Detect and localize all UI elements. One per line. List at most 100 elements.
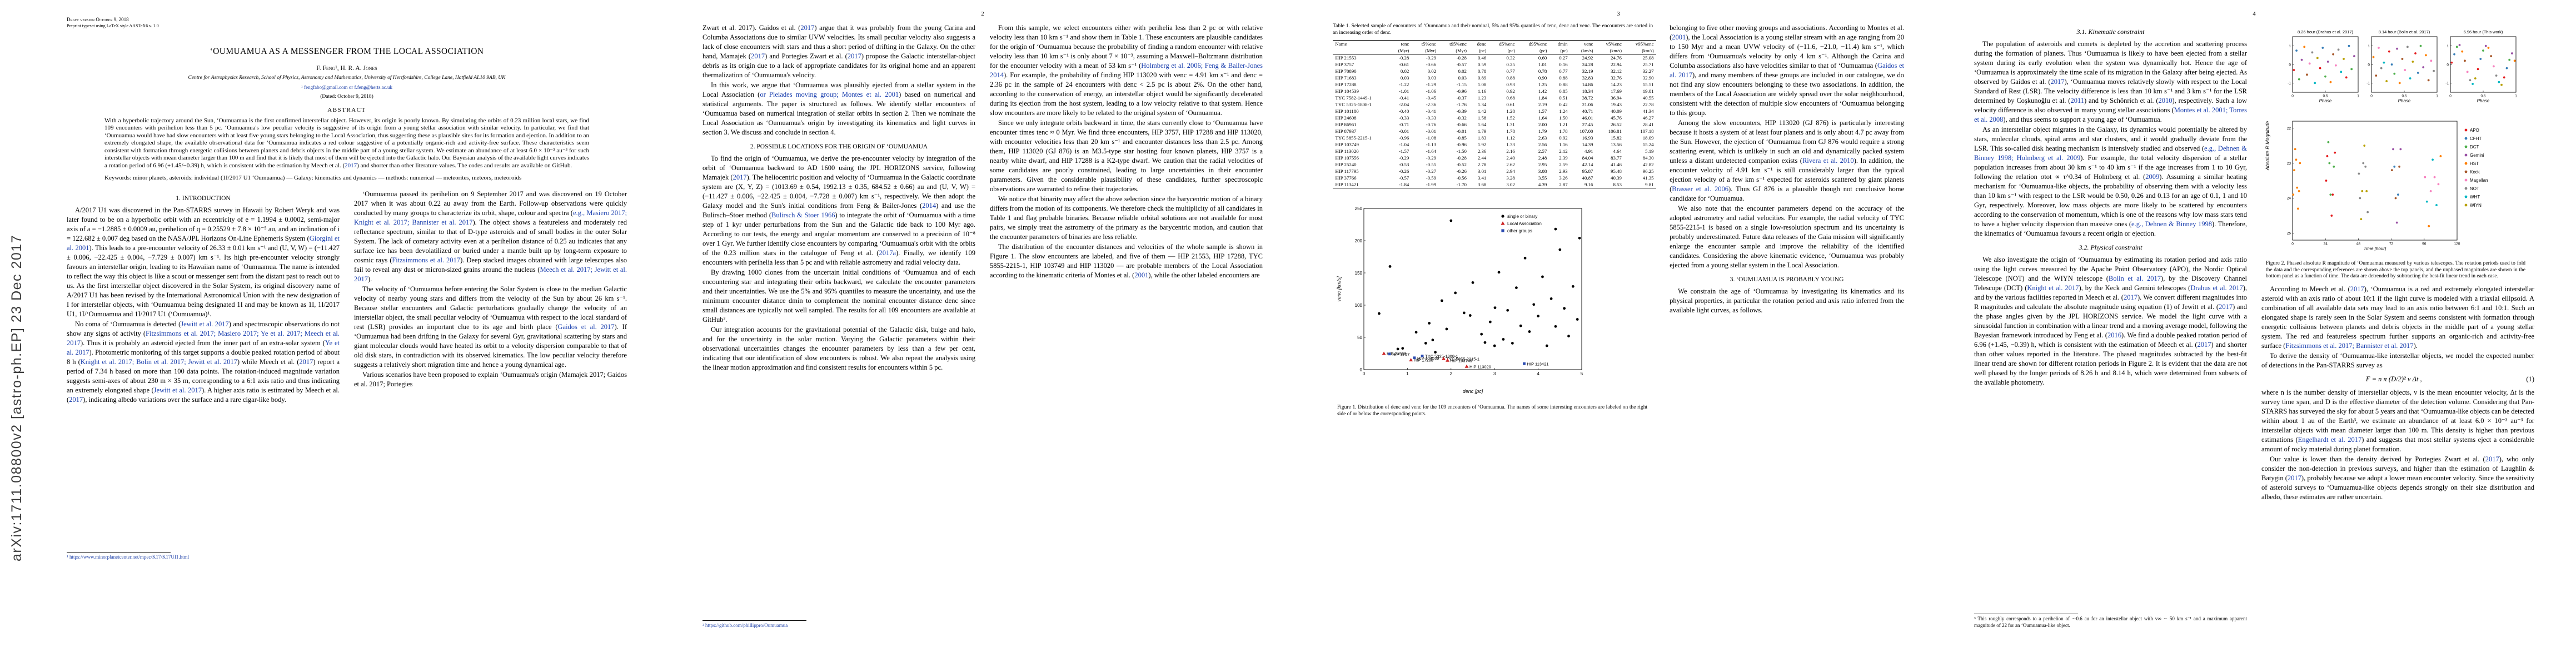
citation-link[interactable]: 2009	[2145, 173, 2160, 181]
citation-link[interactable]: Holmberg et al. 2006; Feng & Bailer-Jone…	[990, 62, 1263, 79]
citation-link[interactable]: or Pleiades moving group; Montes et al. …	[760, 91, 899, 98]
value-cell: 2.40	[1506, 155, 1515, 161]
star-name-cell: HIP 113020	[1335, 148, 1359, 154]
citation-link[interactable]: 2017	[800, 24, 815, 32]
citation-link[interactable]: Giorgini et al. 2001	[67, 235, 340, 252]
paragraph: To find the origin of ‘Oumuamua, we deri…	[702, 155, 976, 266]
svg-text:0: 0	[2368, 63, 2370, 67]
citation-link[interactable]: 2017	[2485, 455, 2499, 463]
svg-text:CFHT: CFHT	[2470, 136, 2482, 141]
citation-link[interactable]: Bolin et al. 2017	[2108, 275, 2161, 282]
svg-text:Magellan: Magellan	[2470, 178, 2488, 183]
paragraph: From this sample, we select encounters e…	[990, 24, 1263, 117]
citation-link[interactable]: 2017	[2050, 78, 2065, 86]
value-cell: 2.95	[1538, 161, 1547, 167]
svg-text:6.96 hour (This work): 6.96 hour (This work)	[2464, 29, 2503, 34]
citation-link[interactable]: 2017	[299, 358, 313, 366]
value-cell: 14.23	[1611, 81, 1622, 87]
citation-link[interactable]: e.g., Dehnen & Binney 1998	[2131, 220, 2212, 228]
citation-link[interactable]: 2011	[2070, 97, 2085, 104]
value-cell: 46.01	[1582, 115, 1593, 121]
value-cell: 95.48	[1611, 168, 1622, 174]
value-cell: 32.83	[1582, 74, 1593, 81]
page1-column-right: ‘Oumuamua passed its perihelion on 9 Sep…	[354, 190, 627, 561]
value-cell: 1.21	[1559, 121, 1568, 127]
citation-link[interactable]: 2017	[345, 162, 357, 170]
citation-link[interactable]: 2014	[922, 202, 936, 210]
citation-link[interactable]: Fitzsimmons et al. 2017	[392, 256, 461, 265]
citation-link[interactable]: Gaidos et al. 2017	[1670, 62, 1904, 79]
page4-columns: 3.1. Kinematic constraint The population…	[1943, 23, 2565, 629]
citation-link[interactable]: 2001	[1134, 271, 1149, 279]
footnote-rule	[702, 620, 806, 621]
value-cell: -0.96	[1398, 135, 1409, 141]
table-row: HIP 70890 0.02 0.02 0.02 0.78 0.77 0.78 0.77 32.…	[1333, 68, 1656, 74]
citation-link[interactable]: Meech et al. 2017; Jewitt et al. 2017	[354, 266, 627, 283]
citation-link[interactable]: Knight et al. 2017; Bolin et al. 2017; J…	[80, 358, 237, 366]
footnote-mpec-link[interactable]: ¹ https://www.minorplanetcenter.net/mpec…	[67, 554, 190, 560]
value-cell: 0.89	[1477, 74, 1487, 81]
citation-link[interactable]: 2017	[2123, 293, 2137, 301]
citation-link[interactable]: e.g., Dehnen & Binney 1998; Holmberg et …	[1974, 145, 2247, 162]
citation-link[interactable]: Brasser et al. 2006	[1672, 185, 1729, 193]
citation-link[interactable]: Gaidos et al. 2017	[557, 323, 615, 331]
value-cell: 84.04	[1582, 155, 1593, 161]
value-cell: 9.81	[1645, 181, 1654, 187]
latex-style-line: Preprint typeset using LaTeX style AASTe…	[67, 23, 159, 28]
value-cell: -0.41	[1398, 94, 1409, 101]
page-number: 3	[1617, 11, 1620, 17]
citation-link[interactable]: e.g., Masiero 2017; Knight et al. 2017; …	[354, 209, 627, 227]
footnote-github-link[interactable]: ² https://github.com/phillippro/Oumuamua	[702, 622, 788, 628]
citation-link[interactable]: 2010	[2158, 97, 2173, 104]
citation-link[interactable]: 2017	[751, 52, 765, 60]
citation-link[interactable]: Engelhardt et al. 2017	[2298, 435, 2362, 444]
citation-link[interactable]: Drahus et al. 2017	[2190, 284, 2243, 292]
svg-text:Phase: Phase	[2319, 98, 2332, 103]
citation-link[interactable]: Fitzsimmons et al. 2017; Bannister et al…	[2285, 341, 2414, 350]
page-number: 2	[981, 11, 984, 17]
citation-link[interactable]: Bulirsch & Stoer 1966	[771, 211, 835, 219]
citation-link[interactable]: Knight et al. 2017	[2027, 284, 2079, 292]
citation-link[interactable]: 2017	[2197, 341, 2211, 349]
value-cell: 1.28	[1506, 108, 1515, 114]
value-cell: 18.09	[1642, 135, 1654, 141]
citation-link[interactable]: 2017	[733, 173, 747, 181]
encounter-table: Name tenc t5%enc t95%enc denc d5%enc d95%enc dm…	[1333, 40, 1657, 188]
value-cell: -1.29	[1426, 81, 1437, 87]
author-email[interactable]: ¹ fengfabo@gmail.com or f.feng@herts.ac.…	[301, 84, 392, 90]
citation-link[interactable]: Rivera et al. 2010	[1802, 157, 1854, 165]
value-cell: 1.42	[1477, 108, 1487, 114]
axes: 0 0.5 1 -1 0 1	[2445, 36, 2517, 98]
citation-link[interactable]: 2017	[69, 396, 83, 404]
paragraph: where n is the number density of interst…	[2261, 388, 2535, 453]
citation-link[interactable]: 2017a	[879, 249, 896, 257]
value-cell: 1.25	[1538, 81, 1547, 87]
table-and-figure-column: Table 1. Selected sample of encounters o…	[1333, 23, 1657, 629]
paragraph: The distribution of the encounter distan…	[990, 243, 1263, 279]
citation-link[interactable]: Ye et al. 2017	[67, 339, 340, 357]
citation-link[interactable]: 2017	[2287, 474, 2301, 482]
page2-columns: Zwart et al. 2017). Gaidos et al. (2017)…	[671, 23, 1294, 629]
star-name-cell: HIP 86961	[1335, 121, 1357, 127]
svg-text:denc [pc]: denc [pc]	[1463, 389, 1483, 394]
value-cell: -0.57	[1398, 175, 1409, 181]
paragraph: No coma of ‘Oumuamua is detected (Jewitt…	[67, 320, 340, 404]
svg-text:0.5: 0.5	[2480, 94, 2485, 98]
value-cell: -0.39	[1456, 108, 1467, 114]
citation-link[interactable]: 2017	[2350, 285, 2364, 293]
citation-link[interactable]: 2016	[2107, 331, 2121, 339]
citation-link[interactable]: 2001	[1672, 33, 1686, 41]
citation-link[interactable]: 2017	[847, 52, 861, 60]
column-header: d95%enc	[1528, 41, 1547, 47]
figure2-legend: APO CFHT DCT Gemini HST Keck Magellan NOT WHT WIY…	[2464, 128, 2488, 208]
citation-link[interactable]: Jewitt et al. 2017	[181, 320, 229, 328]
citation-link[interactable]: 2017	[2219, 303, 2233, 311]
svg-text:1: 1	[2515, 94, 2517, 98]
citation-link[interactable]: Fitzsimmons et al. 2017; Masiero 2017; Y…	[67, 330, 340, 347]
value-cell: 1.24	[1559, 108, 1568, 114]
value-cell: -0.28	[1456, 54, 1467, 61]
citation-link[interactable]: Jewitt et al. 2017	[153, 386, 202, 395]
value-cell: -1.70	[1456, 181, 1467, 187]
svg-text:250: 250	[1355, 206, 1363, 211]
citation-link[interactable]: Montes et al. 2001; Torres et al. 2008	[1974, 106, 2247, 123]
